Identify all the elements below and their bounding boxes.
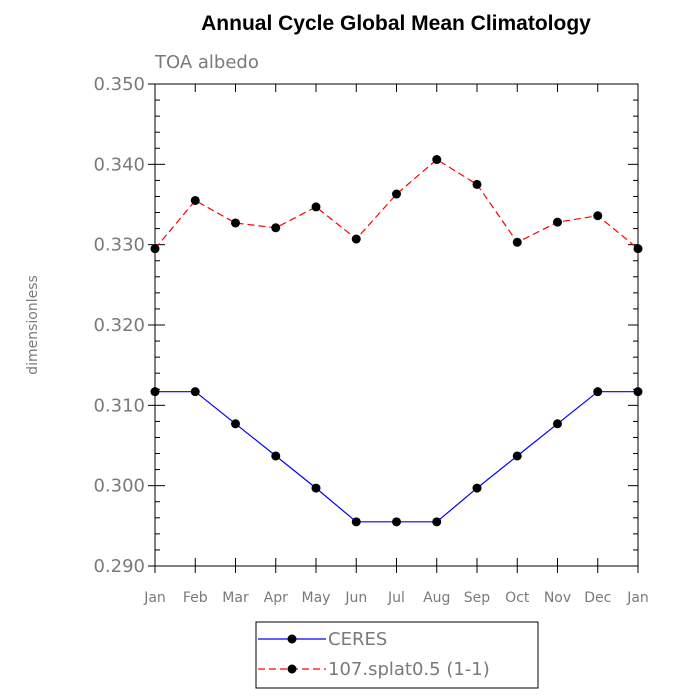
y-tick-label: 0.290	[93, 556, 145, 577]
data-point	[351, 234, 361, 244]
data-point	[351, 517, 361, 527]
y-tick-label: 0.350	[93, 74, 145, 95]
x-tick-label: Jun	[344, 590, 367, 606]
x-tick-label: Oct	[505, 590, 530, 606]
y-tick-label: 0.340	[93, 154, 145, 175]
data-point	[472, 179, 482, 189]
x-tick-label: Dec	[584, 590, 611, 606]
legend-box	[255, 621, 539, 689]
axis-ticks: 0.290 0.300 0.310 0.320 0.330 0.340 0.350 Jan Fe…	[93, 74, 648, 606]
y-tick-label: 0.300	[93, 476, 145, 497]
data-point	[512, 451, 522, 461]
legend: CERES 107.splat0.5 (1-1)	[255, 621, 539, 689]
x-tick-label: Aug	[423, 590, 450, 606]
data-point	[190, 195, 200, 205]
series-1	[150, 387, 643, 527]
x-tick-label: Jan	[143, 590, 166, 606]
x-tick-label: Jan	[626, 590, 649, 606]
data-point	[432, 517, 442, 527]
x-tick-label: Feb	[183, 590, 208, 606]
data-point	[190, 387, 200, 397]
chart-subtitle: TOA albedo	[154, 52, 259, 73]
y-tick-label: 0.310	[93, 395, 145, 416]
y-tick-label: 0.330	[93, 235, 145, 256]
chart-title: Annual Cycle Global Mean Climatology	[201, 12, 591, 35]
data-point	[553, 419, 562, 429]
data-point	[231, 218, 240, 228]
data-point	[432, 155, 442, 165]
data-point	[553, 217, 562, 227]
legend-marker	[287, 664, 297, 674]
y-axis-label: dimensionless	[25, 275, 41, 375]
legend-marker	[287, 634, 297, 644]
legend-label: CERES	[328, 629, 387, 650]
data-point	[633, 387, 643, 397]
data-point	[231, 419, 240, 429]
legend-label: 107.splat0.5 (1-1)	[328, 659, 490, 680]
data-point	[150, 244, 160, 254]
data-point	[512, 237, 522, 247]
data-point	[271, 451, 281, 461]
series-line	[155, 391, 638, 523]
data-point	[593, 387, 603, 397]
x-tick-label: Apr	[264, 590, 288, 606]
data-point	[311, 483, 321, 493]
data-point	[271, 223, 281, 233]
data-point	[392, 189, 401, 199]
x-tick-label: Nov	[544, 590, 571, 606]
series-line	[154, 158, 639, 250]
data-point	[311, 202, 321, 212]
data-point	[392, 517, 401, 527]
data-point	[593, 211, 603, 221]
x-tick-label: Sep	[464, 590, 491, 606]
y-tick-label: 0.320	[93, 315, 145, 336]
series-2	[150, 155, 643, 254]
data-point	[472, 483, 482, 493]
x-tick-label: Mar	[222, 590, 249, 606]
series-layer	[150, 155, 643, 527]
x-tick-label: May	[302, 590, 331, 606]
data-point	[633, 244, 643, 254]
data-point	[150, 387, 160, 397]
x-tick-label: Jul	[387, 590, 405, 606]
plot-frame	[154, 83, 639, 567]
